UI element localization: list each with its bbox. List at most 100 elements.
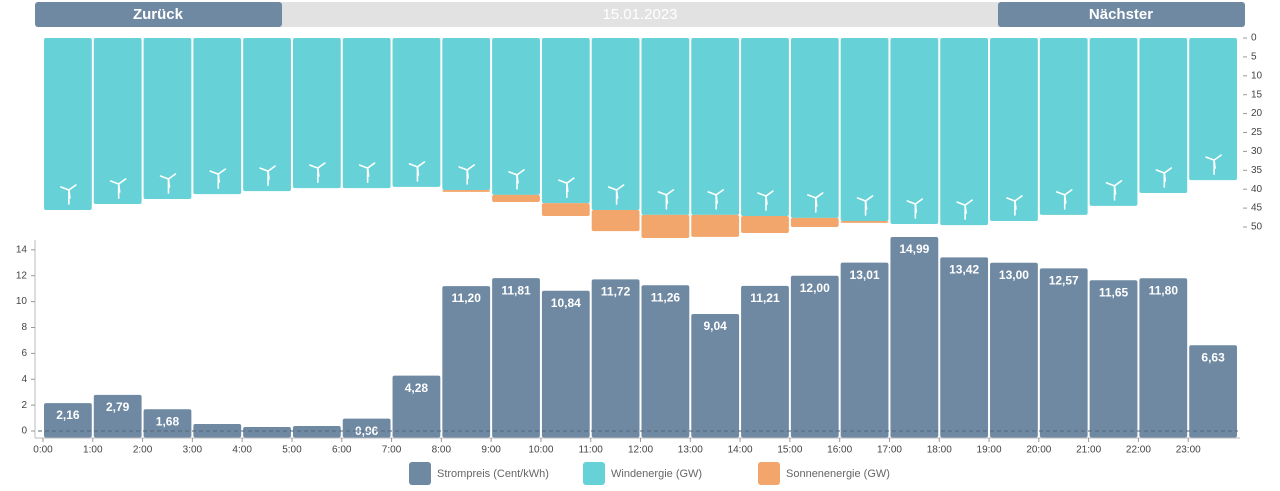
wind-bar — [990, 38, 1038, 221]
turbine-blade — [715, 194, 718, 204]
turbine-icon — [458, 164, 476, 185]
x-tick-label: 12:00 — [628, 445, 653, 456]
price-bar — [890, 237, 939, 438]
wind-bar — [1139, 38, 1188, 193]
price-bar — [392, 375, 441, 438]
turbine-icon — [259, 165, 276, 186]
turbine-blade — [1213, 159, 1216, 169]
price-bar — [93, 394, 142, 438]
next-button[interactable]: Nächster — [998, 2, 1245, 27]
data-label: 11,65 — [1099, 285, 1129, 299]
turbine-blade — [558, 179, 568, 184]
price-bar — [641, 285, 690, 438]
y-tick-label: 40 — [1251, 184, 1263, 195]
turbine-blade — [217, 168, 227, 175]
legend-swatch — [583, 462, 605, 485]
turbine-icon — [657, 189, 675, 210]
back-label[interactable]: Zurück — [133, 6, 184, 23]
turbine-icon — [1205, 154, 1222, 175]
turbine-icon — [956, 199, 973, 220]
turbine-icon — [408, 161, 426, 182]
data-label: 9,04 — [704, 319, 728, 333]
wind-bar — [1039, 38, 1088, 215]
data-label: 12,57 — [1049, 274, 1079, 288]
turbine-icon — [109, 178, 127, 199]
turbine-blade — [1213, 154, 1222, 161]
back-button-bg[interactable] — [35, 2, 282, 27]
price-bar — [940, 257, 989, 438]
y-tick-label: 5 — [1251, 52, 1257, 63]
data-label: 11,20 — [452, 291, 482, 305]
data-label: 11,80 — [1149, 283, 1179, 297]
x-tick-label: 10:00 — [528, 445, 553, 456]
solar-bar — [641, 214, 690, 238]
legend-label: Strompreis (Cent/kWh) — [437, 468, 549, 480]
x-tick-label: 11:00 — [579, 445, 604, 456]
wind-bar — [541, 38, 590, 204]
turbine-blade — [665, 194, 669, 204]
turbine-blade — [956, 201, 966, 206]
x-tick-label: 16:00 — [827, 445, 852, 456]
data-label: 11,72 — [601, 285, 631, 299]
x-tick-label: 0:00 — [33, 445, 53, 456]
y-tick-label: 6 — [21, 348, 27, 359]
legend-label: Windenergie (GW) — [611, 468, 702, 480]
x-tick-label: 23:00 — [1176, 445, 1201, 456]
wind-bar — [342, 38, 391, 189]
turbine-blade — [416, 161, 426, 168]
turbine-icon — [707, 189, 724, 210]
turbine-blade — [117, 178, 127, 185]
turbine-icon — [60, 184, 77, 205]
next-button-bg[interactable] — [998, 2, 1245, 27]
data-label: 13,00 — [999, 268, 1029, 282]
turbine-blade — [715, 189, 724, 196]
turbine-blade — [466, 164, 476, 171]
turbine-blade — [366, 167, 370, 177]
wind-bar — [492, 38, 540, 195]
data-label: 11,26 — [651, 290, 681, 304]
wind-bar — [790, 38, 839, 218]
turbine-blade — [109, 180, 120, 185]
y-tick-label: 0 — [1251, 33, 1257, 44]
price-bar — [193, 424, 242, 438]
turbine-blade — [508, 171, 518, 176]
turbine-icon — [159, 173, 177, 194]
data-label: 10,84 — [551, 296, 581, 310]
wind-bar — [1089, 38, 1138, 206]
turbine-blade — [1113, 185, 1117, 195]
x-tick-label: 14:00 — [728, 445, 753, 456]
turbine-blade — [964, 204, 967, 214]
turbine-blade — [1063, 189, 1073, 196]
header-bar — [35, 2, 1245, 27]
y-tick-label: 10 — [16, 296, 28, 307]
solar-bar — [840, 220, 889, 223]
price-bar — [990, 262, 1038, 438]
turbine-blade — [366, 162, 376, 169]
turbine-blade — [317, 162, 326, 169]
turbine-blade — [416, 166, 420, 176]
turbine-icon — [806, 192, 824, 213]
price-bar — [591, 279, 640, 438]
legend-label: Sonnenenergie (GW) — [786, 468, 890, 480]
price-bar — [1089, 280, 1138, 438]
solar-bar — [741, 216, 789, 234]
turbine-blade — [864, 200, 868, 210]
back-button[interactable]: Zurück — [35, 2, 282, 27]
y-tick-label: 20 — [1251, 108, 1263, 119]
x-tick-label: 21:00 — [1076, 445, 1101, 456]
next-label[interactable]: Nächster — [1089, 6, 1153, 23]
wind-bar — [93, 38, 142, 204]
solar-bar — [442, 189, 491, 192]
solar-bar — [492, 194, 540, 203]
data-label: 2,79 — [106, 400, 130, 414]
turbine-blade — [707, 191, 717, 196]
x-tick-label: 5:00 — [282, 445, 302, 456]
turbine-blade — [516, 169, 525, 176]
x-tick-label: 1:00 — [83, 445, 103, 456]
turbine-blade — [665, 189, 675, 196]
x-tick-label: 13:00 — [678, 445, 703, 456]
solar-bar — [541, 203, 590, 217]
y-tick-label: 10 — [1251, 70, 1263, 81]
x-tick-label: 7:00 — [382, 445, 402, 456]
